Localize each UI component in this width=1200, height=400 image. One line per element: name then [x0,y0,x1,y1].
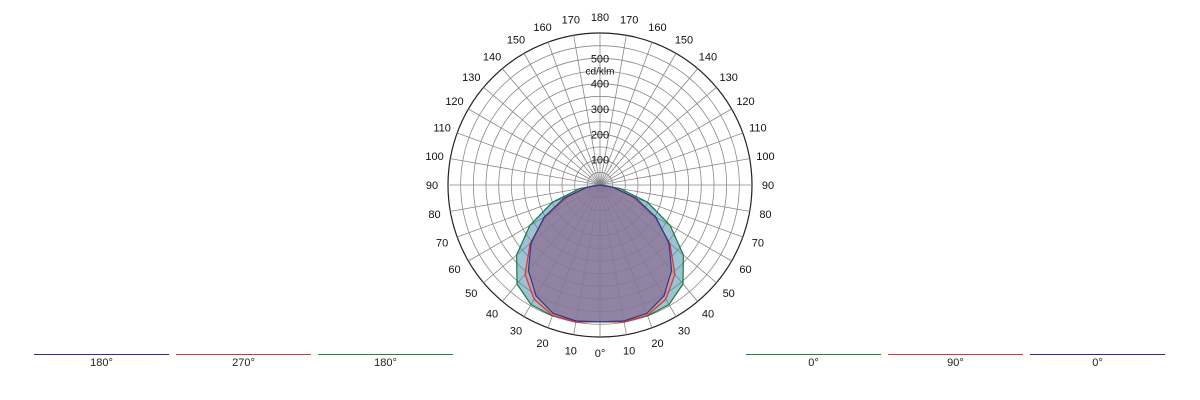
legend-label: 270° [232,357,255,369]
angle-tick-label: 10 [623,345,635,357]
angle-tick-label: 0° [595,348,606,360]
angle-tick-label: 170 [562,15,580,27]
angle-tick-label: 70 [752,237,764,249]
legend-right-2: 90° [888,354,1023,374]
grid-spoke [501,68,601,186]
angle-tick-label: 150 [507,35,525,47]
angle-tick-label: 130 [462,72,480,84]
grid-spoke [468,108,601,186]
radial-tick-label: 300 [591,104,609,116]
angle-tick-label: 100 [756,151,774,163]
angle-tick-label: 100 [425,151,443,163]
grid-spoke [523,53,601,186]
grid-spoke [599,108,732,186]
angle-tick-label: 160 [648,22,666,34]
angle-tick-label: 20 [536,338,548,350]
angle-tick-label: 180 [591,12,609,24]
legend-label: 90° [947,357,964,369]
angle-tick-label: 60 [448,264,460,276]
grid-spoke [599,53,677,186]
grid-spoke [599,184,750,212]
angle-tick-label: 140 [699,51,717,63]
angle-tick-label: 170 [620,15,638,27]
legend-line [318,354,453,355]
angle-tick-label: 120 [445,96,463,108]
grid-spoke [547,42,601,186]
legend-left-1: 180° [34,354,169,374]
grid-spoke [599,132,743,186]
legend-line [746,354,881,355]
angle-tick-label: 80 [428,209,440,221]
angle-tick-label: 60 [739,264,751,276]
angle-tick-label: 150 [675,35,693,47]
angle-tick-label: 10 [565,345,577,357]
grid-spoke [457,132,601,186]
grid-spoke [450,184,601,212]
angle-tick-label: 40 [486,309,498,321]
angle-tick-label: 120 [736,96,754,108]
legend-label: 0° [1092,357,1103,369]
radial-tick-label: 500 [591,53,609,65]
distribution-series-2 [527,184,673,323]
radial-unit-label: cd/klm [586,66,615,77]
angle-tick-label: 80 [759,209,771,221]
angle-tick-label: 90 [762,180,774,192]
legend-label: 180° [90,357,113,369]
legend-line [176,354,311,355]
grid-spoke [599,68,699,186]
legend-right-3: 0° [1030,354,1165,374]
grid-spoke [483,86,601,186]
angle-tick-label: 110 [433,123,451,135]
grid-spoke [599,158,750,186]
angle-tick-label: 90 [426,180,438,192]
grid-spoke [573,35,601,186]
angle-tick-label: 70 [436,237,448,249]
radial-tick-label: 100 [591,155,609,167]
angle-tick-label: 140 [483,51,501,63]
grid-spoke [599,42,653,186]
radial-tick-label: 200 [591,129,609,141]
legend-line [34,354,169,355]
angle-tick-label: 40 [702,309,714,321]
legend-line [888,354,1023,355]
grid-spoke [599,35,627,186]
angle-tick-label: 50 [465,288,477,300]
legend-left-3: 180° [318,354,453,374]
angle-tick-label: 130 [720,72,738,84]
angle-tick-label: 30 [510,325,522,337]
angle-tick-label: 30 [678,325,690,337]
grid-spoke [450,158,601,186]
legend-label: 180° [374,357,397,369]
legend-right-1: 0° [746,354,881,374]
angle-tick-label: 50 [723,288,735,300]
legend-label: 0° [808,357,819,369]
legend-line [1030,354,1165,355]
legend-left-2: 270° [176,354,311,374]
angle-tick-label: 20 [651,338,663,350]
grid-spoke [599,86,717,186]
angle-tick-label: 160 [533,22,551,34]
radial-tick-label: 400 [591,79,609,91]
angle-tick-label: 110 [749,123,767,135]
